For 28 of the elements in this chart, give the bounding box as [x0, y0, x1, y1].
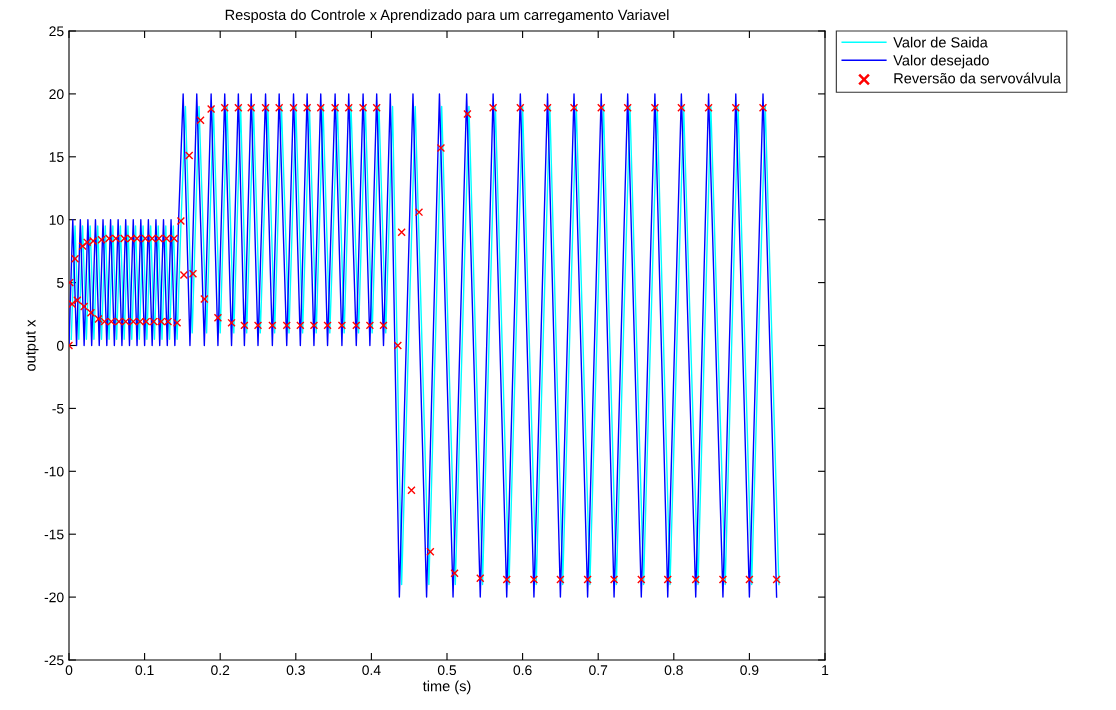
- y-tick-label: -15: [44, 529, 64, 540]
- y-tick-label: 15: [49, 152, 64, 162]
- legend-label: Valor de Saida: [893, 36, 988, 48]
- x-tick-label: 0.9: [740, 665, 759, 676]
- y-tick-label: -20: [44, 592, 64, 603]
- legend-label: Valor desejado: [893, 54, 989, 69]
- legend-label: Reversão da servoválvula: [894, 72, 1062, 84]
- y-axis-title: output x: [26, 319, 39, 371]
- x-tick-label: 0.4: [362, 665, 381, 676]
- x-tick-label: 0.8: [664, 665, 683, 676]
- y-tick-label: 10: [49, 215, 64, 225]
- x-tick-label: 0.5: [437, 665, 457, 676]
- y-tick-label: -5: [52, 403, 64, 414]
- y-tick-label: 25: [49, 26, 64, 37]
- y-tick-label: 0: [56, 340, 64, 351]
- x-tick-label: 0.7: [589, 665, 608, 676]
- x-tick-label: 0.3: [286, 665, 305, 676]
- x-tick-label: 0: [65, 665, 73, 676]
- x-tick-label: 0.1: [135, 665, 154, 676]
- y-tick-label: 20: [49, 89, 64, 100]
- y-tick-label: 5: [56, 278, 64, 288]
- x-tick-label: 0.2: [211, 665, 230, 676]
- y-tick-label: -25: [44, 655, 64, 666]
- x-tick-label: 1: [822, 665, 829, 675]
- y-tick-label: -10: [44, 466, 64, 477]
- x-axis-title: time (s): [422, 680, 471, 695]
- x-tick-label: 0.6: [513, 665, 532, 676]
- chart-title: Resposta do Controle x Aprendizado para um carregamento Variavel: [225, 9, 669, 23]
